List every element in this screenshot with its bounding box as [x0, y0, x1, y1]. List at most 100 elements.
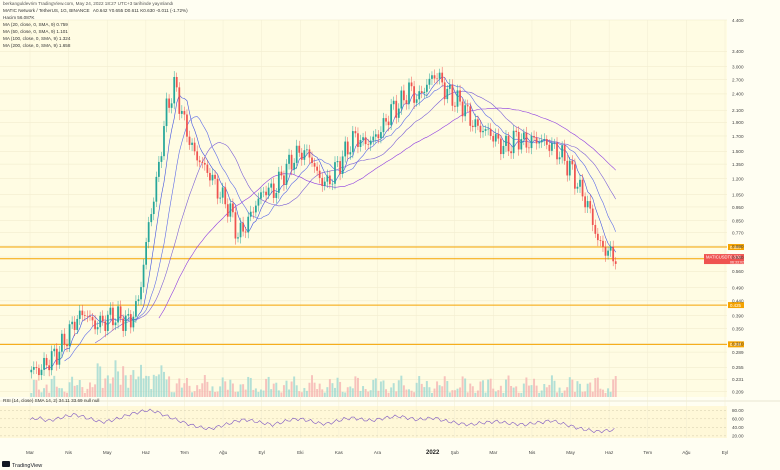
volume-bar [303, 387, 306, 397]
volume-bar [576, 381, 579, 397]
y-tick-label: 3.000 [732, 65, 744, 70]
candle-body [313, 163, 316, 167]
candle-body [408, 82, 410, 104]
candle-body [576, 186, 579, 189]
volume-bar [180, 387, 183, 397]
candle-body [247, 216, 250, 233]
volume-bar [527, 385, 530, 397]
candle-body [510, 151, 512, 154]
last-price-symbol: MATICUSDT [706, 255, 731, 260]
candle-body [249, 211, 252, 217]
candle-body [183, 111, 186, 115]
tradingview-logo-mark [2, 461, 10, 467]
volume-bar [476, 390, 479, 397]
candle-body [191, 142, 193, 145]
candle-body [349, 152, 352, 155]
volume-bar [244, 389, 247, 397]
x-tick-label: Eyl [722, 450, 728, 455]
candle-body [109, 307, 112, 315]
x-tick-label: Mar [26, 450, 34, 455]
time-axis[interactable]: Mar Nis May Haz Tem Ağu Eyl Eki Kas Ara Şub Mar Nis M… [26, 450, 728, 455]
publish-line: berkanguldevrim TradingView.com, May 24,… [3, 1, 174, 6]
volume-bar [349, 386, 352, 397]
candle-body [489, 128, 492, 136]
volume-bar [599, 388, 602, 397]
x-tick-label: Ara [374, 450, 382, 455]
candle-body [364, 137, 367, 145]
volume-bar [114, 360, 117, 397]
candle-body [86, 315, 89, 317]
volume-bar [596, 377, 599, 397]
rsi-legend[interactable]: RSI (14, close) SMA 14, 2) 34.11 33.69 n… [3, 398, 100, 403]
candle-body [443, 82, 446, 100]
volume-bar [175, 383, 178, 397]
volume-bar [155, 376, 158, 397]
candle-body [474, 119, 477, 128]
candle-body [295, 145, 298, 163]
volume-bar [226, 389, 229, 397]
candle-body [530, 136, 533, 149]
candle-body [216, 178, 219, 199]
x-tick-label: Tem [643, 450, 652, 455]
price-axis[interactable]: 4.400 3.400 3.000 2.700 2.400 2.100 1.900 1.700… [732, 18, 744, 395]
rsi-pane[interactable]: 80.00 60.00 40.00 20.00 [0, 408, 744, 439]
x-tick-label: Eyl [258, 450, 264, 455]
x-tick-label: May [103, 450, 112, 455]
x-tick-label: Eki [297, 450, 303, 455]
ma100-legend[interactable]: MA (100, close, 0, SMA, 9) 1.324 [3, 36, 71, 41]
volume-bar [242, 384, 245, 397]
volume-bar [58, 388, 61, 397]
volume-bar [249, 377, 252, 397]
volume-bar [140, 364, 142, 397]
candle-body [420, 91, 423, 93]
volume-bar [252, 389, 255, 397]
volume-bar [553, 380, 556, 397]
volume-bar [573, 391, 576, 397]
volume-bar [275, 382, 278, 397]
volume-bar [45, 384, 48, 397]
candle-body [234, 212, 237, 239]
candle-body [482, 130, 484, 133]
volume-bar [147, 376, 150, 397]
volume-bar [344, 392, 347, 397]
volume-bar [466, 392, 469, 397]
key-level-tag [728, 341, 744, 348]
volume-bar [589, 382, 592, 397]
candle-body [35, 367, 38, 369]
ma200-legend[interactable]: MA (200, close, 0, SMA, 9) 1.658 [3, 43, 71, 48]
volume-bar [132, 370, 135, 397]
volume-bar [117, 371, 120, 397]
candle-body [515, 130, 518, 132]
volume-bar [86, 388, 89, 397]
volume-bar [127, 387, 130, 397]
candle-body [30, 369, 33, 373]
candle-body [522, 132, 525, 140]
candle-body [543, 139, 546, 141]
candle-body [362, 137, 364, 140]
candle-body [122, 318, 125, 331]
volume-bar [405, 389, 408, 397]
volume-bar [216, 391, 219, 397]
candle-body [487, 128, 489, 130]
last-price-tag [704, 254, 744, 265]
candle-body [418, 91, 421, 100]
volume-bar [185, 377, 188, 397]
candle-body [73, 321, 76, 330]
candle-body [484, 129, 487, 131]
volume-bar [66, 392, 68, 397]
candle-body [477, 119, 479, 126]
candle-body [81, 310, 84, 316]
volume-bar [374, 378, 377, 397]
volume-bar [579, 383, 581, 397]
rsi-tick-label: 20.00 [732, 434, 744, 439]
volume-bar [558, 387, 561, 397]
y-tick-label: 2.700 [732, 77, 744, 82]
y-tick-label: 0.490 [732, 286, 744, 291]
ma20-legend[interactable]: MA (20, close, 0, SMA, 9) 0.759 [3, 22, 68, 27]
volume-bar [410, 390, 413, 397]
volume-bar [193, 391, 196, 397]
candle-body [334, 162, 336, 184]
ma50-legend[interactable]: MA (50, close, 0, SMA, 9) 1.101 [3, 29, 68, 34]
candle-body [285, 163, 288, 185]
